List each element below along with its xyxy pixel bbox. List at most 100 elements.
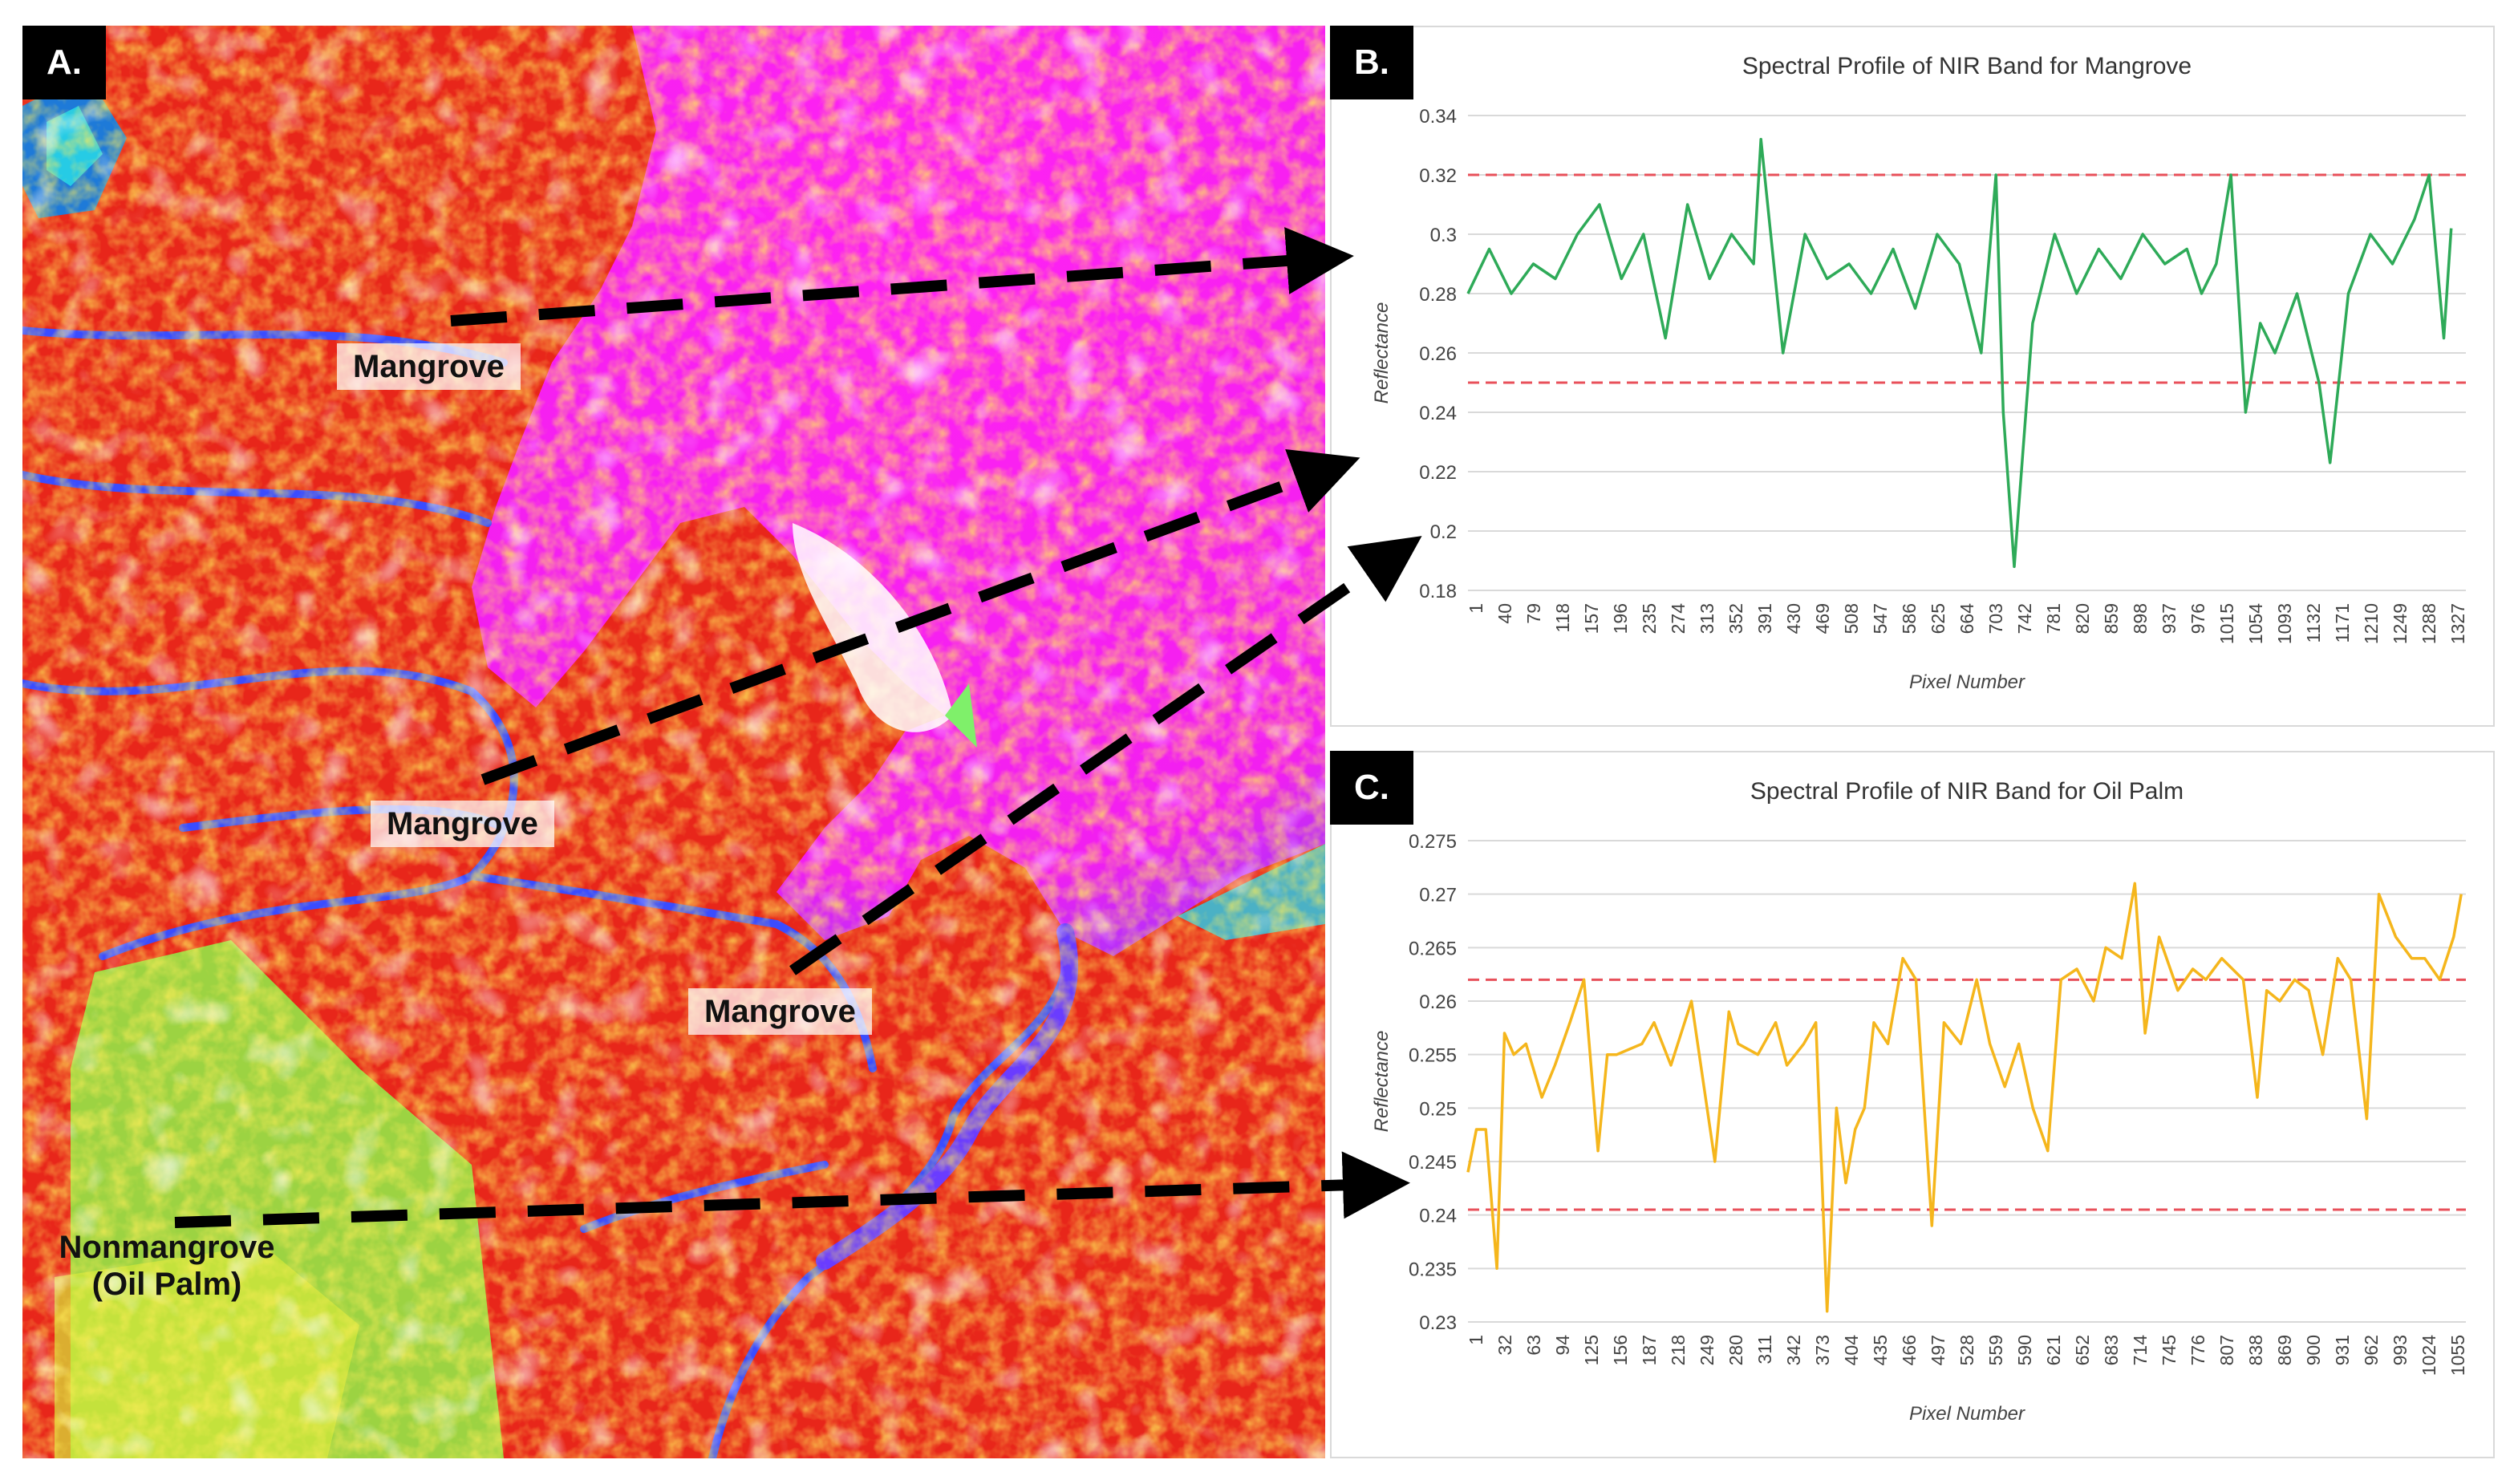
chart-c-x-tick-label: 32 xyxy=(1494,1335,1515,1356)
chart-b-y-tick-label: 0.28 xyxy=(1419,284,1457,306)
chart-b-y-tick-label: 0.34 xyxy=(1419,106,1457,128)
chart-c-y-tick-label: 0.245 xyxy=(1409,1152,1457,1174)
chart-c-x-tick-label: 435 xyxy=(1870,1335,1891,1365)
chart-b-x-tick-label: 742 xyxy=(2014,603,2035,634)
chart-c-x-tick-label: 280 xyxy=(1725,1335,1746,1365)
nonmangrove-label-line2: (Oil Palm) xyxy=(91,1267,242,1302)
chart-c-y-tick-label: 0.275 xyxy=(1409,831,1457,853)
chart-c-x-tick-label: 1024 xyxy=(2419,1335,2439,1376)
chart-b-x-tick-label: 313 xyxy=(1697,603,1717,634)
chart-b-x-tick-label: 1249 xyxy=(2390,603,2411,644)
chart-b-y-axis-label: Reflectance xyxy=(1371,302,1393,404)
chart-b-x-tick-label: 781 xyxy=(2043,603,2064,634)
chart-b-x-tick-label: 625 xyxy=(1928,603,1948,634)
chart-c-x-tick-label: 776 xyxy=(2188,1335,2208,1365)
chart-c-x-tick-label: 1 xyxy=(1466,1335,1486,1345)
chart-b-x-tick-label: 1210 xyxy=(2361,603,2382,644)
chart-c-x-tick-label: 187 xyxy=(1639,1335,1660,1365)
chart-c-x-tick-label: 745 xyxy=(2159,1335,2179,1365)
chart-b-x-tick-label: 1015 xyxy=(2216,603,2237,644)
chart-b-svg: Spectral Profile of NIR Band for Mangrov… xyxy=(1371,53,2468,693)
chart-c-x-tick-label: 590 xyxy=(2014,1335,2035,1365)
chart-panel-c: Spectral Profile of NIR Band for Oil Pal… xyxy=(1330,751,2495,1458)
chart-b-x-tick-label: 469 xyxy=(1812,603,1833,634)
panel-b-letter: B. xyxy=(1330,26,1413,99)
chart-c-x-tick-label: 559 xyxy=(1985,1335,2006,1365)
chart-b-x-tick-label: 586 xyxy=(1899,603,1920,634)
chart-b-x-tick-label: 274 xyxy=(1668,603,1689,635)
chart-b-y-tick-label: 0.3 xyxy=(1430,225,1457,246)
chart-b-y-tick-label: 0.24 xyxy=(1419,403,1457,424)
panel-c-letter: C. xyxy=(1330,751,1413,825)
chart-b-x-tick-label: 1171 xyxy=(2332,603,2353,643)
chart-c-x-tick-label: 869 xyxy=(2274,1335,2295,1365)
chart-b-x-tick-label: 547 xyxy=(1870,603,1891,634)
chart-b-x-tick-label: 1054 xyxy=(2245,603,2266,644)
chart-c-x-tick-label: 621 xyxy=(2043,1335,2064,1365)
chart-b-x-tick-label: 40 xyxy=(1494,603,1515,624)
chart-c-x-tick-label: 683 xyxy=(2101,1335,2122,1365)
chart-c-x-tick-label: 311 xyxy=(1754,1335,1775,1364)
chart-c-y-axis-label: Reflectance xyxy=(1371,1031,1393,1133)
chart-c-y-tick-label: 0.235 xyxy=(1409,1259,1457,1280)
chart-b-x-tick-label: 1 xyxy=(1466,603,1486,614)
mangrove-label-3: Mangrove xyxy=(688,988,872,1035)
chart-c-x-tick-label: 838 xyxy=(2245,1335,2266,1365)
chart-b-x-tick-label: 1327 xyxy=(2447,603,2468,644)
chart-b-x-tick-label: 430 xyxy=(1783,603,1804,634)
chart-c-x-tick-label: 652 xyxy=(2072,1335,2093,1365)
chart-c-x-tick-label: 900 xyxy=(2303,1335,2324,1365)
chart-c-x-tick-label: 807 xyxy=(2216,1335,2237,1365)
chart-b-x-tick-label: 118 xyxy=(1552,603,1573,633)
chart-b-y-tick-label: 0.22 xyxy=(1419,462,1457,484)
chart-c-x-tick-label: 342 xyxy=(1783,1335,1804,1365)
chart-c-x-axis-label: Pixel Number xyxy=(1909,1403,2025,1425)
chart-b-x-tick-label: 937 xyxy=(2159,603,2179,634)
chart-b-x-tick-label: 976 xyxy=(2188,603,2208,634)
chart-b-x-tick-label: 664 xyxy=(1956,603,1977,635)
chart-b-x-tick-label: 820 xyxy=(2072,603,2093,634)
chart-c-y-tick-label: 0.26 xyxy=(1419,991,1457,1013)
chart-b-x-tick-label: 235 xyxy=(1639,603,1660,634)
chart-c-x-tick-label: 466 xyxy=(1899,1335,1920,1365)
chart-b-y-tick-label: 0.18 xyxy=(1419,581,1457,602)
chart-c-x-tick-label: 63 xyxy=(1523,1335,1544,1356)
chart-c-x-tick-label: 373 xyxy=(1812,1335,1833,1365)
chart-b-title: Spectral Profile of NIR Band for Mangrov… xyxy=(1742,53,2192,79)
panel-a-letter: A. xyxy=(22,26,106,99)
chart-b-x-tick-label: 196 xyxy=(1610,603,1631,634)
chart-c-y-tick-label: 0.23 xyxy=(1419,1312,1457,1334)
chart-b-x-tick-label: 391 xyxy=(1754,603,1775,634)
chart-c-x-tick-label: 1055 xyxy=(2447,1335,2468,1376)
chart-b-x-tick-label: 1132 xyxy=(2303,603,2324,643)
chart-c-y-tick-label: 0.27 xyxy=(1419,885,1457,906)
chart-b-y-tick-label: 0.32 xyxy=(1419,165,1457,187)
chart-b-x-tick-label: 859 xyxy=(2101,603,2122,634)
mangrove-label-2: Mangrove xyxy=(371,801,554,847)
chart-c-x-tick-label: 218 xyxy=(1668,1335,1689,1365)
chart-c-x-tick-label: 497 xyxy=(1928,1335,1948,1365)
nonmangrove-label: Nonmangrove (Oil Palm) xyxy=(47,1229,287,1303)
chart-c-title: Spectral Profile of NIR Band for Oil Pal… xyxy=(1750,778,2184,805)
chart-c-y-tick-label: 0.265 xyxy=(1409,938,1457,959)
chart-b-x-tick-label: 703 xyxy=(1985,603,2006,634)
chart-b-x-tick-label: 352 xyxy=(1725,603,1746,634)
chart-b-x-tick-label: 157 xyxy=(1581,603,1602,634)
chart-c-x-tick-label: 714 xyxy=(2130,1335,2151,1366)
chart-c-x-tick-label: 404 xyxy=(1841,1335,1862,1366)
chart-c-y-tick-label: 0.25 xyxy=(1419,1098,1457,1120)
chart-b-x-tick-label: 508 xyxy=(1841,603,1862,634)
chart-c-x-tick-label: 94 xyxy=(1552,1335,1573,1356)
mangrove-label-1: Mangrove xyxy=(337,343,521,390)
chart-c-x-tick-label: 249 xyxy=(1697,1335,1717,1365)
chart-c-x-tick-label: 993 xyxy=(2390,1335,2411,1365)
chart-c-x-tick-label: 528 xyxy=(1956,1335,1977,1365)
chart-c-y-tick-label: 0.24 xyxy=(1419,1206,1457,1227)
chart-b-x-tick-label: 1288 xyxy=(2419,603,2439,644)
chart-c-svg: Spectral Profile of NIR Band for Oil Pal… xyxy=(1371,778,2468,1425)
nonmangrove-label-line1: Nonmangrove xyxy=(59,1230,275,1265)
chart-c-x-tick-label: 125 xyxy=(1581,1335,1602,1365)
chart-c-x-tick-label: 962 xyxy=(2361,1335,2382,1365)
chart-b-y-tick-label: 0.2 xyxy=(1430,521,1457,543)
chart-b-x-axis-label: Pixel Number xyxy=(1909,671,2025,693)
